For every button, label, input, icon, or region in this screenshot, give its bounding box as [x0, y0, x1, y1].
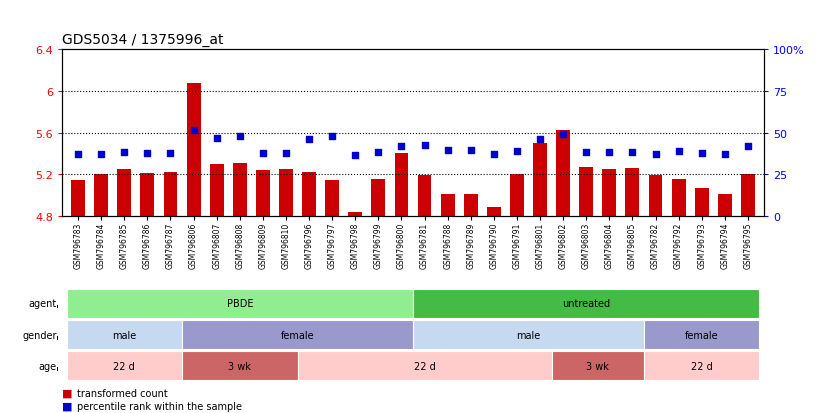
Text: agent: agent	[29, 299, 57, 309]
Bar	[579, 168, 593, 217]
Point	[510, 149, 524, 155]
Point	[464, 148, 477, 154]
Point	[649, 151, 662, 158]
Bar	[279, 170, 293, 217]
Text: transformed count: transformed count	[77, 388, 168, 398]
FancyArrow shape	[57, 305, 58, 312]
Point	[557, 131, 570, 138]
Text: ■: ■	[62, 401, 73, 411]
Point	[233, 133, 246, 140]
Point	[626, 150, 639, 157]
Bar	[648, 176, 662, 217]
Bar	[94, 175, 108, 217]
FancyArrow shape	[57, 367, 58, 374]
Point	[395, 143, 408, 150]
Bar	[210, 164, 224, 217]
Point	[349, 152, 362, 159]
Text: female: female	[685, 330, 719, 340]
Point	[72, 151, 85, 158]
Bar	[164, 173, 178, 217]
Point	[580, 150, 593, 157]
Text: 3 wk: 3 wk	[586, 361, 610, 371]
Point	[302, 137, 316, 143]
Text: male: male	[112, 330, 136, 340]
Point	[487, 151, 501, 158]
Point	[418, 142, 431, 149]
Bar	[510, 175, 524, 217]
Bar	[441, 195, 454, 217]
Point	[187, 127, 200, 134]
Text: percentile rank within the sample: percentile rank within the sample	[77, 401, 242, 411]
Text: GDS5034 / 1375996_at: GDS5034 / 1375996_at	[62, 33, 224, 47]
Text: female: female	[281, 330, 315, 340]
Text: 22 d: 22 d	[691, 361, 713, 371]
Bar	[695, 189, 709, 217]
Bar	[140, 174, 154, 217]
Bar	[487, 207, 501, 217]
Bar	[672, 179, 686, 217]
Point	[325, 133, 339, 140]
Text: 22 d: 22 d	[113, 361, 135, 371]
Bar	[325, 180, 339, 217]
Point	[718, 151, 731, 158]
FancyArrow shape	[57, 336, 58, 343]
Bar	[117, 170, 131, 217]
Text: 22 d: 22 d	[414, 361, 435, 371]
Text: ■: ■	[62, 388, 73, 398]
Point	[603, 150, 616, 157]
Bar	[349, 213, 362, 217]
Point	[534, 136, 547, 143]
Bar	[187, 84, 201, 217]
Bar	[741, 175, 755, 217]
Point	[279, 151, 292, 157]
Point	[695, 151, 709, 157]
Point	[441, 148, 454, 154]
Bar	[556, 131, 570, 217]
Bar	[395, 154, 408, 217]
Point	[164, 151, 177, 157]
Point	[140, 151, 154, 157]
Bar	[602, 170, 616, 217]
Bar	[372, 179, 385, 217]
Point	[672, 148, 686, 155]
Point	[256, 151, 269, 157]
Point	[95, 151, 108, 158]
Bar	[302, 173, 316, 217]
Bar	[71, 180, 85, 217]
Text: age: age	[39, 361, 57, 371]
Point	[117, 150, 131, 157]
Bar	[533, 144, 547, 217]
Bar	[625, 169, 639, 217]
Point	[741, 143, 754, 150]
Point	[210, 135, 223, 142]
Text: male: male	[516, 330, 540, 340]
Bar	[464, 195, 477, 217]
Bar	[233, 164, 247, 217]
Text: gender: gender	[22, 330, 57, 340]
Bar	[718, 195, 732, 217]
Text: 3 wk: 3 wk	[228, 361, 251, 371]
Text: untreated: untreated	[563, 299, 610, 309]
Point	[372, 149, 385, 156]
Bar	[418, 176, 431, 217]
Text: PBDE: PBDE	[226, 299, 253, 309]
Bar	[256, 171, 270, 217]
